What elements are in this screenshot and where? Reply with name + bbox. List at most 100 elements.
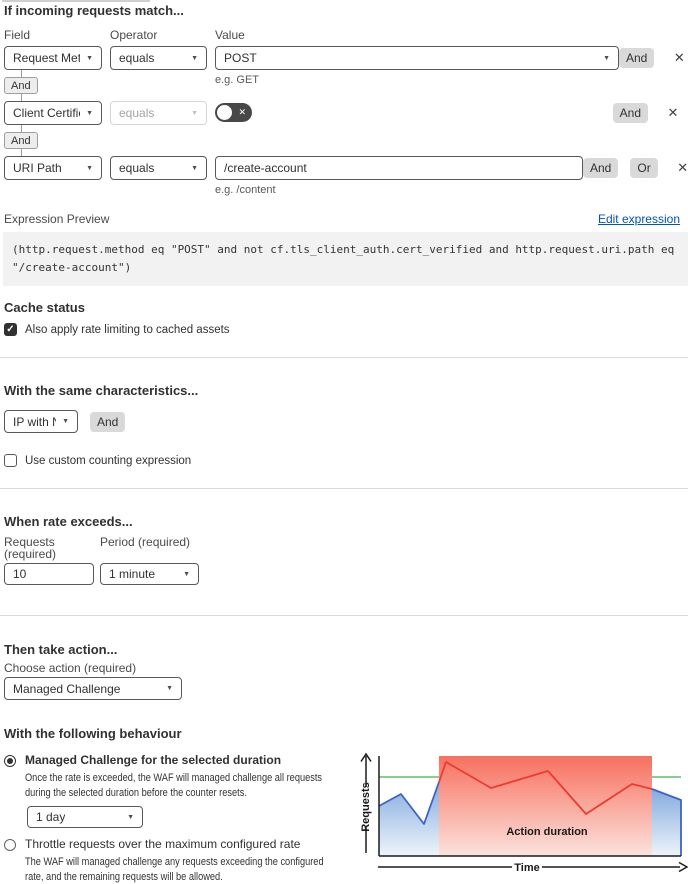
- cache-checkbox-row: ✓ Also apply rate limiting to cached ass…: [4, 323, 680, 336]
- blue-area-right: [652, 789, 681, 856]
- requests-line-blue-left: [378, 781, 440, 825]
- requests-line-blue-right: [651, 788, 682, 856]
- chevron-down-icon: ▼: [62, 418, 69, 425]
- characteristics-title: With the same characteristics...: [4, 383, 199, 398]
- chevron-down-icon: ▼: [191, 54, 198, 62]
- toggle-knob: [217, 105, 232, 120]
- connector-line: [21, 70, 22, 77]
- characteristic-select[interactable]: IP with NAT s... ▼: [4, 410, 78, 433]
- value-input-3[interactable]: [215, 156, 583, 180]
- operator-column-label: Operator: [110, 28, 158, 42]
- connector-and-badge[interactable]: And: [4, 132, 38, 149]
- action-title: Then take action...: [4, 642, 118, 657]
- value-hint: e.g. GET: [215, 74, 260, 86]
- section-divider: [0, 488, 688, 489]
- requests-line-red: [438, 761, 653, 815]
- field-select-3[interactable]: URI Path ▼: [4, 156, 102, 180]
- condition-connector: And: [4, 125, 680, 156]
- match-section-title: If incoming requests match...: [4, 3, 184, 18]
- toggle-x-icon: ✕: [238, 107, 246, 117]
- cropped-element-artifact: [2, 0, 150, 2]
- add-and-condition-button[interactable]: And: [583, 158, 619, 178]
- check-icon: ✓: [6, 323, 15, 335]
- chevron-down-icon: ▼: [191, 109, 198, 117]
- custom-counting-checkbox[interactable]: ✓: [4, 454, 17, 467]
- match-row: URI Path ▼ equals ▼ And Or ✕ e.g. /conte…: [4, 156, 688, 196]
- chevron-down-icon: ▼: [166, 685, 173, 692]
- duration-select[interactable]: 1 day ▼: [27, 806, 143, 828]
- chevron-down-icon: ▼: [86, 164, 93, 172]
- behaviour-option-managed-challenge: Managed Challenge for the selected durat…: [4, 754, 680, 828]
- connector-line: [21, 125, 22, 132]
- add-or-condition-button[interactable]: Or: [630, 158, 658, 178]
- match-row: Request Meth... ▼ equals ▼ POST ▼ And ✕ …: [4, 46, 685, 86]
- option-description: Once the rate is exceeded, the WAF will …: [25, 772, 323, 799]
- expression-preview-header: Expression Preview Edit expression: [4, 212, 680, 226]
- operator-select-2-disabled: equals ▼: [110, 101, 207, 125]
- choose-action-label: Choose action (required): [4, 661, 137, 675]
- chevron-down-icon: ▼: [183, 570, 190, 578]
- behaviour-title: With the following behaviour: [4, 726, 182, 741]
- field-select-2[interactable]: Client Certific... ▼: [4, 101, 102, 125]
- counting-expression-row: ✓ Use custom counting expression: [4, 454, 680, 467]
- period-select[interactable]: 1 minute ▼: [100, 563, 199, 585]
- section-divider: [0, 357, 688, 358]
- y-axis-label: Requests: [360, 782, 372, 832]
- blue-area-left: [379, 782, 439, 856]
- option-description: The WAF will managed challenge any reque…: [25, 856, 324, 883]
- rate-labels: Requests (required) Period (required): [4, 536, 680, 560]
- x-axis-arrow-icon: [678, 861, 688, 873]
- requests-input[interactable]: [4, 563, 94, 585]
- throttle-radio[interactable]: [4, 839, 16, 851]
- option-label: Managed Challenge for the selected durat…: [25, 753, 282, 767]
- action-select[interactable]: Managed Challenge ▼: [4, 677, 182, 700]
- field-column-label: Field: [4, 28, 31, 42]
- chevron-down-icon: ▼: [603, 54, 610, 62]
- operator-select-3[interactable]: equals ▼: [110, 156, 207, 180]
- value-column-label: Value: [215, 28, 245, 42]
- client-cert-boolean-toggle[interactable]: ✕: [215, 103, 252, 122]
- expression-line: "/create-account"): [12, 261, 132, 274]
- condition-connector: And: [4, 70, 680, 101]
- expression-preview-label: Expression Preview: [4, 212, 110, 226]
- add-and-condition-button[interactable]: And: [612, 103, 648, 123]
- y-axis-arrow-icon: [360, 752, 372, 762]
- expression-line: (http.request.method eq "POST" and not c…: [12, 243, 675, 256]
- operator-select-1[interactable]: equals ▼: [110, 46, 207, 70]
- section-divider: [0, 615, 688, 616]
- cache-checkbox-label: Also apply rate limiting to cached asset…: [25, 323, 230, 336]
- add-characteristic-button[interactable]: And: [90, 412, 126, 432]
- value-combobox-1[interactable]: POST ▼: [215, 46, 619, 70]
- characteristics-row: IP with NAT s... ▼ And: [4, 410, 680, 433]
- chevron-down-icon: ▼: [86, 109, 93, 117]
- cache-status-title: Cache status: [4, 300, 85, 315]
- chevron-down-icon: ▼: [127, 813, 134, 821]
- rate-inputs: 1 minute ▼: [4, 563, 680, 585]
- counting-checkbox-label: Use custom counting expression: [25, 454, 192, 467]
- behaviour-section: With the following behaviour Managed Cha…: [4, 726, 688, 884]
- action-duration-label: Action duration: [506, 826, 588, 838]
- value-hint: e.g. /content: [215, 184, 276, 196]
- match-row: Client Certific... ▼ equals ▼ ✕ And ✕: [4, 101, 680, 125]
- managed-challenge-radio[interactable]: [4, 755, 16, 767]
- chevron-down-icon: ▼: [86, 54, 93, 62]
- connector-and-badge[interactable]: And: [4, 77, 38, 94]
- close-icon[interactable]: ✕: [667, 105, 679, 120]
- edit-expression-link[interactable]: Edit expression: [597, 212, 680, 226]
- field-select-1[interactable]: Request Meth... ▼: [4, 46, 102, 70]
- expression-code-block: (http.request.method eq "POST" and not c…: [3, 232, 688, 286]
- cached-assets-checkbox[interactable]: ✓: [4, 323, 17, 336]
- close-icon[interactable]: ✕: [673, 50, 685, 65]
- requests-label: Requests (required): [4, 535, 57, 561]
- period-label: Period (required): [100, 535, 191, 549]
- chevron-down-icon: ▼: [191, 164, 198, 172]
- option-label: Throttle requests over the maximum confi…: [25, 837, 301, 851]
- add-and-condition-button[interactable]: And: [619, 48, 655, 68]
- match-column-labels: Field Operator Value: [4, 29, 680, 41]
- connector-line: [21, 94, 22, 101]
- rate-title: When rate exceeds...: [4, 514, 133, 529]
- connector-line: [21, 149, 22, 156]
- close-icon[interactable]: ✕: [677, 160, 688, 175]
- behaviour-chart: Requests Action duration Time: [360, 752, 688, 874]
